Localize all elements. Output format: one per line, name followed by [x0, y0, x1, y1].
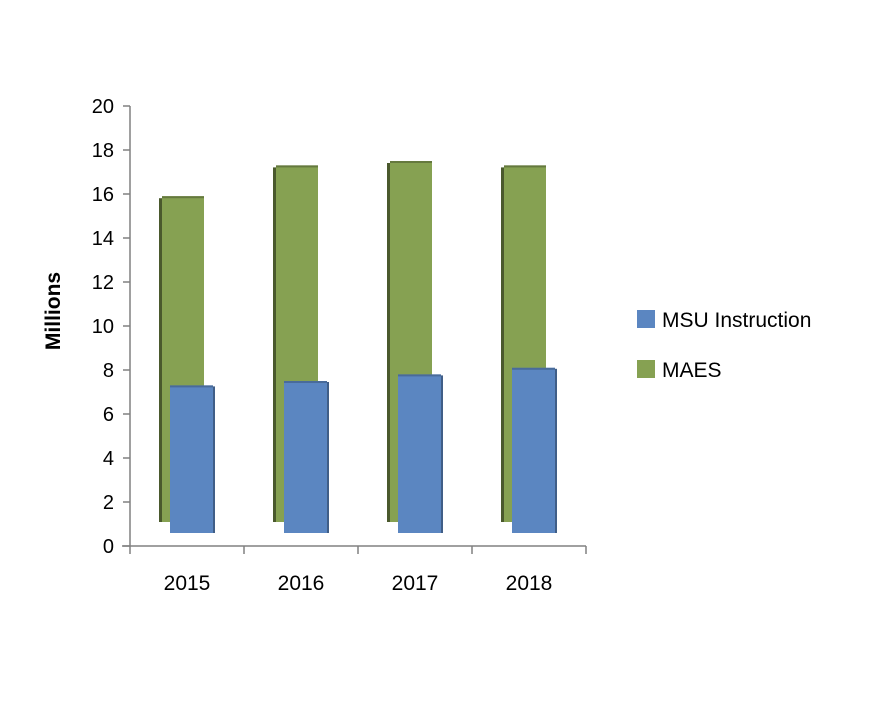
y-tick-label: 16 [92, 184, 114, 206]
y-tick-label: 10 [92, 316, 114, 338]
y-tick-label: 2 [103, 492, 114, 514]
legend: MSU Instruction MAES [637, 309, 811, 382]
y-axis-label: Millions [42, 272, 65, 350]
bar-side-msu-instruction [327, 382, 329, 533]
x-axis-ticks: 2015 2016 2017 2018 [129, 546, 587, 595]
legend-swatch [637, 360, 655, 378]
bar-msu-instruction [170, 385, 213, 533]
legend-label: MSU Instruction [662, 309, 811, 332]
bars-layer [159, 161, 557, 533]
y-tick-label: 14 [92, 228, 114, 250]
bar-top-msu-instruction [398, 374, 441, 377]
bar-top-maes [162, 196, 204, 199]
x-tick-label: 2018 [506, 572, 553, 595]
bar-top-maes [390, 161, 432, 163]
bar-msu-instruction [512, 367, 555, 533]
bar-top-maes [504, 165, 546, 168]
y-tick-label: 20 [92, 96, 114, 118]
x-tick-label: 2017 [392, 572, 439, 595]
y-tick-label: 0 [103, 536, 114, 558]
bar-top-msu-instruction [512, 367, 555, 370]
bar-msu-instruction [284, 381, 327, 533]
legend-swatch [637, 310, 655, 328]
x-tick-label: 2015 [164, 572, 211, 595]
y-tick-label: 6 [103, 404, 114, 426]
bar-side-msu-instruction [213, 386, 215, 533]
bar-top-msu-instruction [170, 385, 213, 388]
bar-top-msu-instruction [284, 381, 327, 383]
bar-side-maes [387, 163, 390, 522]
y-axis-ticks: 0 2 4 6 8 10 12 14 16 18 20 [92, 96, 130, 558]
bar-side-msu-instruction [555, 368, 557, 533]
y-tick-label: 18 [92, 140, 114, 162]
bar-side-maes [501, 167, 504, 522]
x-tick-label: 2016 [278, 572, 325, 595]
bar-side-maes [273, 167, 276, 522]
y-tick-label: 4 [103, 448, 114, 470]
legend-label: MAES [662, 359, 722, 382]
y-tick-label: 8 [103, 360, 114, 382]
bar-side-msu-instruction [441, 375, 443, 533]
bar-top-maes [276, 165, 318, 168]
y-tick-label: 12 [92, 272, 114, 294]
bar-msu-instruction [398, 374, 441, 533]
bar-side-maes [159, 198, 162, 522]
